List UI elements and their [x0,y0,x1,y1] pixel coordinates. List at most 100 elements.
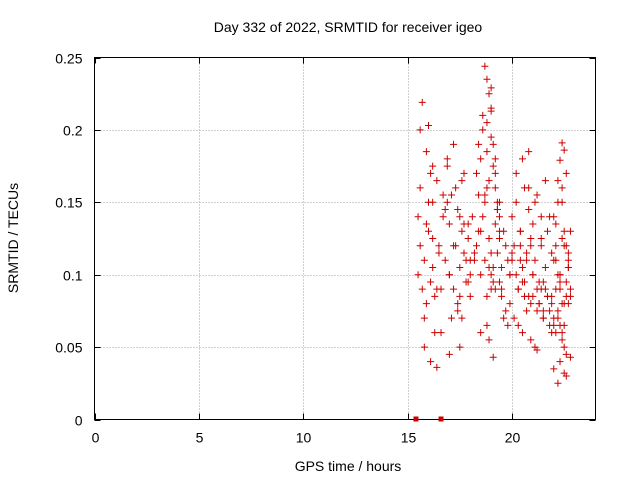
data-point [454,307,462,315]
data-point [468,213,476,221]
data-point [558,198,566,206]
data-point [527,235,535,242]
data-point [473,169,481,177]
data-point [562,350,570,358]
data-point [556,271,564,279]
data-point [477,227,485,235]
data-point [487,107,495,115]
data-point [450,285,458,293]
data-point [429,198,437,206]
data-point [558,139,566,147]
data-point [512,169,520,177]
data-point [564,249,572,257]
data-point [425,227,432,235]
data-point [558,336,566,344]
y-tick-label: 0 [75,413,83,429]
data-point [564,263,572,271]
data-point [550,213,558,221]
data-point [416,126,424,134]
data-point [425,122,432,130]
data-point [483,148,491,156]
data-point [560,343,568,351]
data-point [548,300,556,308]
data-point [464,235,472,242]
data-point [537,235,545,242]
data-point [516,227,524,235]
data-point [527,336,535,344]
data-point [445,220,453,228]
data-point [521,292,529,300]
y-tick-label: 0.1 [63,268,83,284]
y-tick-label: 0.25 [55,51,82,67]
data-point [556,278,564,286]
data-point [445,350,453,358]
data-point [516,242,524,250]
data-point [420,343,428,351]
data-point [422,300,430,308]
x-tick-label: 0 [92,430,100,446]
data-point [483,292,491,300]
data-point [443,155,451,163]
data-point [466,271,474,279]
data-point [558,184,566,192]
data-point [552,329,560,337]
data-point [485,336,493,344]
data-point [433,363,441,371]
data-point [414,213,422,221]
data-point [562,242,570,250]
data-point [454,206,462,214]
data-point [489,140,497,148]
data-point [458,227,466,235]
data-point [485,263,493,271]
data-point [495,213,503,221]
baseline-marker [413,416,419,422]
data-point [475,191,483,199]
data-point [452,184,460,192]
data-point [483,184,491,192]
data-point [422,148,430,156]
data-point [512,271,520,279]
data-point [479,213,487,221]
data-point [429,162,437,170]
plot-frame [94,57,596,420]
data-point [518,278,526,286]
data-point [554,314,562,322]
data-point [548,292,556,300]
axis-ticks [94,57,596,421]
data-point [487,84,495,92]
data-point [414,271,422,279]
data-point [552,242,560,250]
data-point [454,300,462,308]
data-point [435,249,443,257]
data-point [470,249,478,257]
data-point [525,206,533,214]
data-point [485,235,493,242]
data-point [523,256,531,264]
data-point [566,353,574,361]
data-point [508,213,516,221]
data-point [493,206,501,214]
data-point [566,227,574,235]
data-point [506,300,514,308]
data-point [427,169,435,177]
data-point [416,184,424,192]
data-point [475,140,483,148]
data-point [431,329,439,337]
data-point [483,321,491,329]
data-point [558,235,566,242]
x-tick-label: 20 [505,430,521,446]
data-point [483,119,491,127]
data-point [518,155,526,163]
tick-labels: 0 5 10 15 20 0 0.05 0.1 0.15 0.2 0.25 [55,51,520,446]
data-point [558,329,566,337]
data-point [441,256,449,264]
data-point [452,242,460,250]
data-point [529,220,537,228]
data-point [493,198,501,206]
data-point [439,213,447,221]
data-point [420,256,428,264]
data-point [427,358,435,366]
data-point [487,249,495,257]
data-point [502,242,510,250]
